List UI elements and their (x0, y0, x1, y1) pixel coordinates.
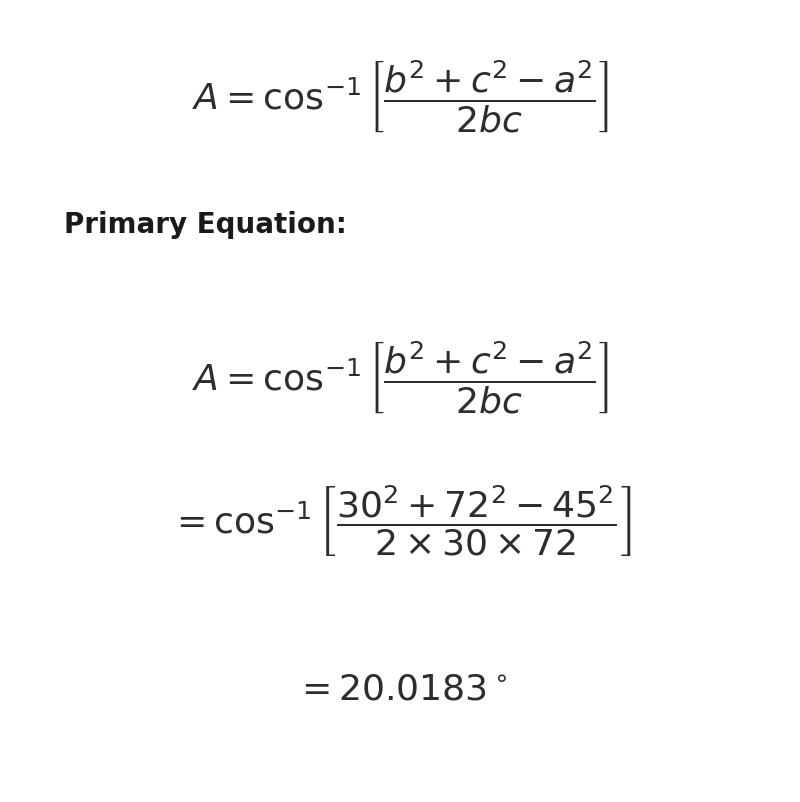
Text: Primary Equation:: Primary Equation: (64, 211, 347, 238)
Text: $= \cos^{-1}\left[\dfrac{30^2 + 72^2 - 45^2}{2 \times 30 \times 72}\right]$: $= \cos^{-1}\left[\dfrac{30^2 + 72^2 - 4… (169, 484, 631, 559)
Text: $A = \cos^{-1}\left[\dfrac{b^2 + c^2 - a^2}{2bc}\right]$: $A = \cos^{-1}\left[\dfrac{b^2 + c^2 - a… (192, 59, 608, 134)
Text: $A = \cos^{-1}\left[\dfrac{b^2 + c^2 - a^2}{2bc}\right]$: $A = \cos^{-1}\left[\dfrac{b^2 + c^2 - a… (192, 339, 608, 415)
Text: $= 20.0183^\circ$: $= 20.0183^\circ$ (294, 673, 506, 707)
